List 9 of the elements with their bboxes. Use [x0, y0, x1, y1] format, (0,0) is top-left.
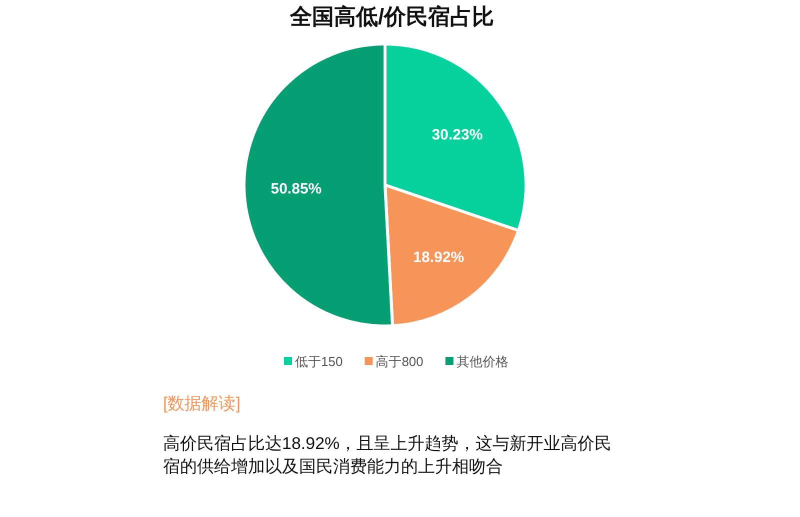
data-label: 18.92% [413, 248, 464, 266]
chart-title: 全国高低/价民宿占比 [288, 4, 494, 29]
text: 高价民宿占比达18.92%，且呈上升趋势，这与新开业高价民宿的供给增加以及国民消费能力的上升相吻合 [163, 433, 613, 478]
data-label: 30.23% [432, 126, 483, 144]
data-label: 50.85% [270, 180, 322, 198]
text: [数据解读] [163, 393, 240, 415]
legend-label: 低于150 [295, 354, 343, 369]
legend-label: 其他价格 [456, 354, 508, 369]
legend-label: 高于800 [376, 354, 424, 369]
